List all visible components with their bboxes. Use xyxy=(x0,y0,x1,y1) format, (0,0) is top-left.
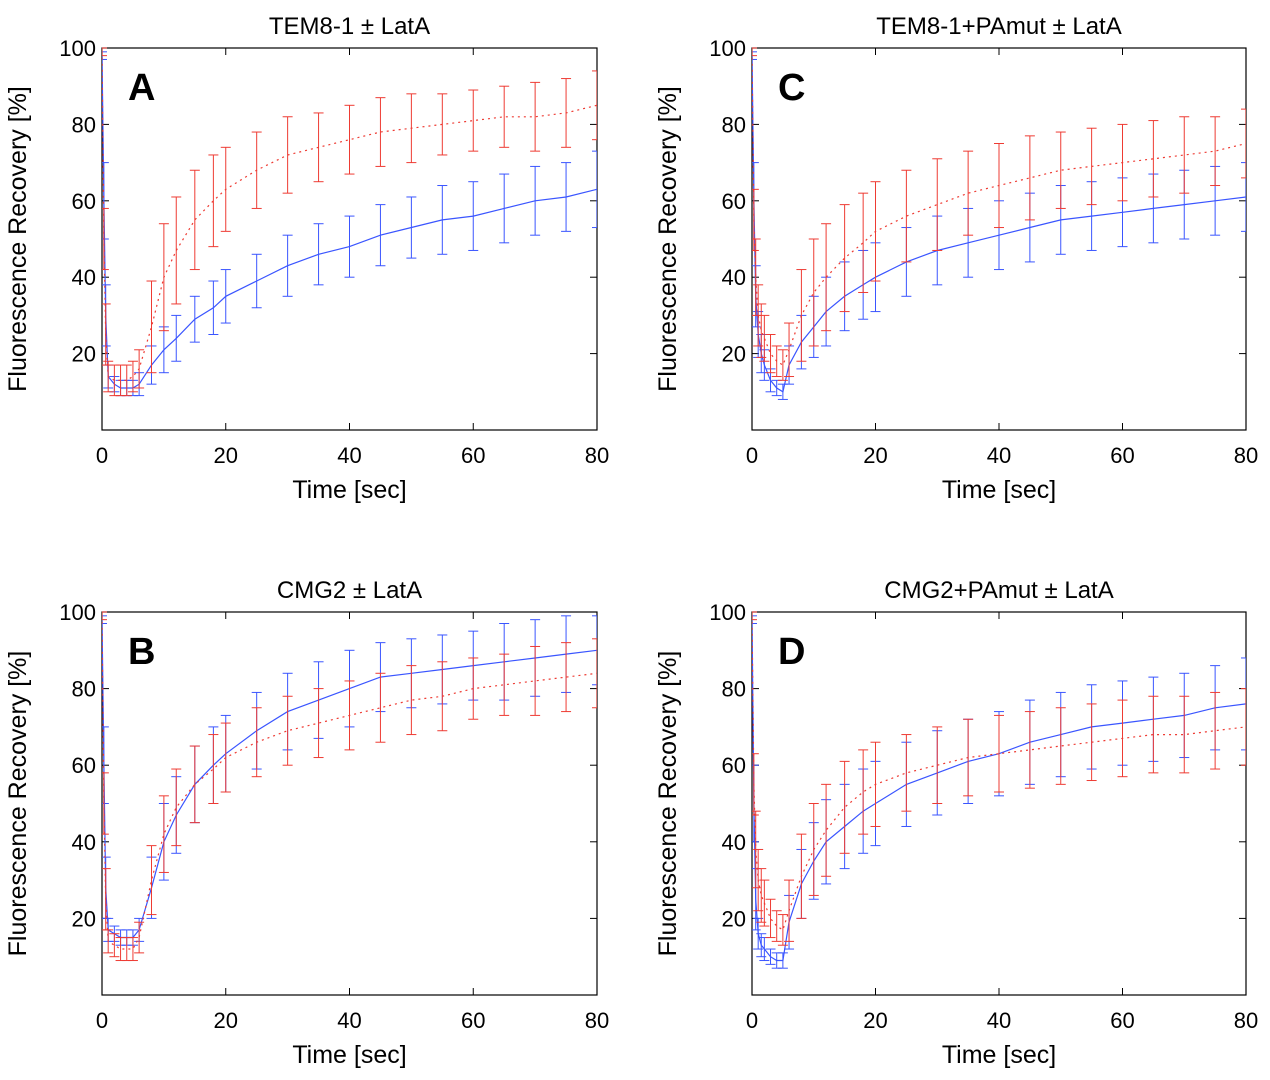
y-tick-label: 40 xyxy=(722,265,746,290)
x-tick-label: 80 xyxy=(1234,443,1258,468)
series-red xyxy=(752,47,1246,381)
series-red xyxy=(102,611,597,962)
y-tick-label: 100 xyxy=(709,600,746,625)
panel-letter: D xyxy=(778,631,805,673)
x-tick-label: 40 xyxy=(987,443,1011,468)
series-blue xyxy=(102,51,597,397)
x-tick-label: 20 xyxy=(214,443,238,468)
x-axis-label: Time [sec] xyxy=(942,476,1056,504)
series-blue xyxy=(102,615,597,946)
x-tick-label: 60 xyxy=(461,1008,485,1033)
x-tick-label: 0 xyxy=(746,443,758,468)
plot-area xyxy=(752,611,1246,969)
x-tick-label: 80 xyxy=(1234,1008,1258,1033)
y-tick-label: 80 xyxy=(722,677,746,702)
chart-title: CMG2 ± LatA xyxy=(277,577,422,604)
x-tick-label: 0 xyxy=(96,1008,108,1033)
y-tick-label: 80 xyxy=(72,677,96,702)
x-tick-label: 20 xyxy=(863,1008,887,1033)
plot-area xyxy=(102,47,597,397)
y-tick-label: 20 xyxy=(722,342,746,367)
y-axis-label: Fluorescence Recovery [%] xyxy=(654,651,682,957)
series-red xyxy=(102,47,597,397)
x-tick-label: 60 xyxy=(1110,1008,1134,1033)
y-tick-label: 40 xyxy=(72,265,96,290)
x-tick-label: 20 xyxy=(214,1008,238,1033)
y-tick-label: 40 xyxy=(722,830,746,855)
x-tick-label: 0 xyxy=(96,443,108,468)
x-tick-label: 80 xyxy=(585,443,609,468)
panel-letter: C xyxy=(778,67,805,109)
y-tick-label: 60 xyxy=(722,753,746,778)
x-tick-label: 60 xyxy=(1110,443,1134,468)
chart-title: TEM8-1+PAmut ± LatA xyxy=(876,13,1121,40)
y-axis-label: Fluorescence Recovery [%] xyxy=(654,86,682,392)
chart-title: CMG2+PAmut ± LatA xyxy=(884,577,1113,604)
x-axis-label: Time [sec] xyxy=(292,476,406,504)
y-tick-label: 100 xyxy=(59,36,96,61)
plot-area xyxy=(752,47,1246,400)
series-line xyxy=(752,55,1246,393)
panel-d: CMG2+PAmut ± LatA 0 20 40 60 80 20 40 60 80 100 Tim… xyxy=(654,577,1258,1069)
y-tick-label: 60 xyxy=(72,189,96,214)
y-tick-label: 60 xyxy=(72,753,96,778)
x-tick-label: 20 xyxy=(863,443,887,468)
series-line xyxy=(752,51,1246,366)
y-tick-label: 60 xyxy=(722,189,746,214)
y-tick-label: 100 xyxy=(59,600,96,625)
y-axis-label: Fluorescence Recovery [%] xyxy=(4,86,32,392)
x-tick-label: 40 xyxy=(337,443,361,468)
x-axis-label: Time [sec] xyxy=(942,1041,1056,1069)
y-tick-label: 20 xyxy=(722,906,746,931)
panel-a: TEM8-1 ± LatA 0 20 40 60 80 20 40 60 80 100 Time [s… xyxy=(4,13,609,504)
x-tick-label: 0 xyxy=(746,1008,758,1033)
panel-b: CMG2 ± LatA 0 20 40 60 80 20 40 60 80 100 Time [sec… xyxy=(4,577,609,1069)
panel-letter: B xyxy=(128,631,155,673)
series-line xyxy=(752,619,1246,962)
series-line xyxy=(102,55,597,389)
y-axis-label: Fluorescence Recovery [%] xyxy=(4,651,32,957)
y-tick-label: 20 xyxy=(72,906,96,931)
series-red xyxy=(752,611,1246,946)
panel-letter: A xyxy=(128,67,155,109)
x-tick-label: 40 xyxy=(337,1008,361,1033)
plot-area xyxy=(102,611,597,962)
y-tick-label: 80 xyxy=(72,112,96,137)
x-tick-label: 40 xyxy=(987,1008,1011,1033)
x-axis-label: Time [sec] xyxy=(292,1041,406,1069)
panel-c: TEM8-1+PAmut ± LatA 0 20 40 60 80 20 40 60 80 100 T… xyxy=(654,13,1258,504)
y-tick-label: 80 xyxy=(722,112,746,137)
x-tick-label: 80 xyxy=(585,1008,609,1033)
x-tick-label: 60 xyxy=(461,443,485,468)
y-tick-label: 20 xyxy=(72,342,96,367)
y-tick-label: 100 xyxy=(709,36,746,61)
y-tick-label: 40 xyxy=(72,830,96,855)
chart-title: TEM8-1 ± LatA xyxy=(269,13,430,40)
